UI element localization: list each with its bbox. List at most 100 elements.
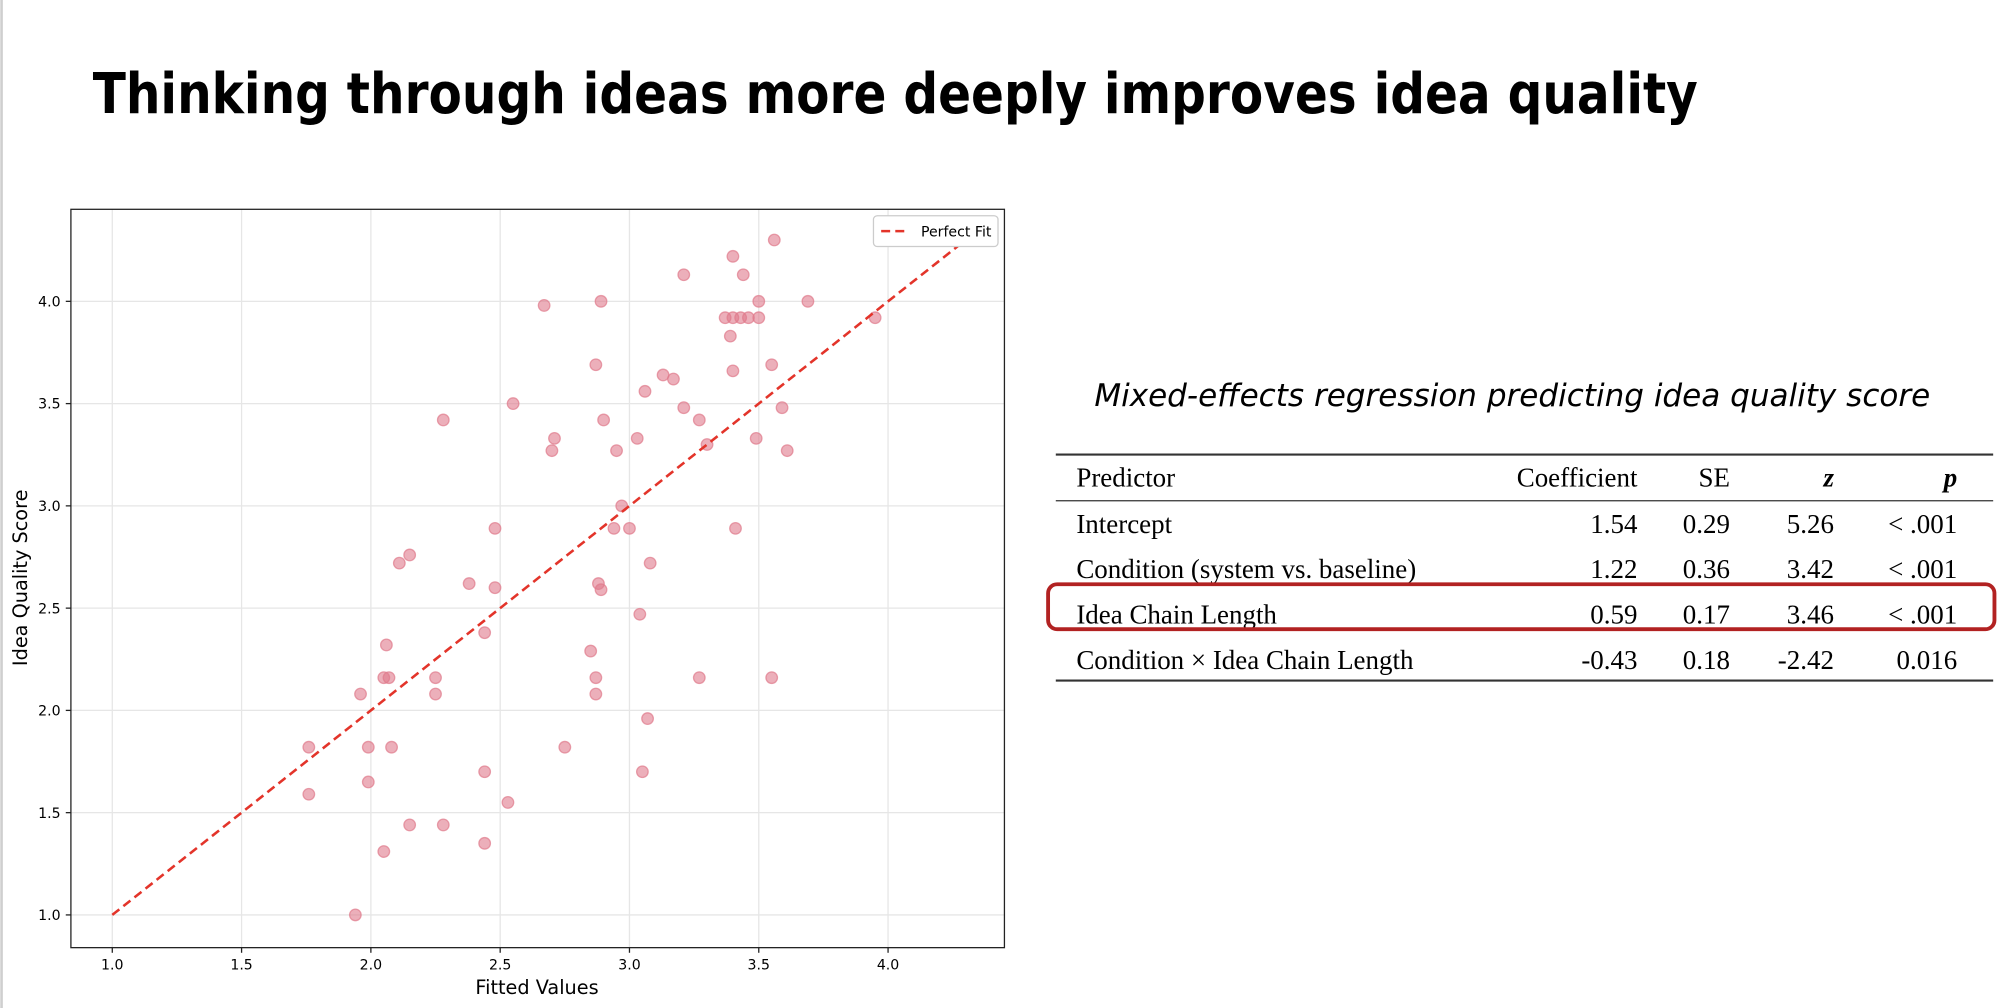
- table-cell: 0.59: [1590, 600, 1637, 630]
- scatter-point: [385, 740, 398, 754]
- scatter-point: [767, 233, 781, 247]
- scatter-point: [302, 740, 316, 754]
- scatter-point: [775, 401, 789, 415]
- scatter-point: [429, 671, 442, 685]
- x-tick-label: 3.0: [618, 957, 640, 973]
- scatter-point: [726, 249, 740, 263]
- scatter-point: [801, 294, 815, 308]
- scatter-point: [488, 521, 502, 535]
- scatter-point: [677, 268, 691, 282]
- scatter-point: [752, 294, 766, 308]
- row-highlight: [1046, 582, 1997, 632]
- x-axis-label: Fitted Values: [475, 976, 598, 999]
- table-header-cell: z: [1822, 463, 1834, 493]
- scatter-point: [506, 397, 520, 411]
- scatter-point: [348, 908, 362, 922]
- table-header-cell: Predictor: [1076, 463, 1175, 493]
- legend-box: [872, 215, 999, 248]
- y-tick-label: 1.5: [38, 806, 60, 822]
- table-cell: < .001: [1888, 509, 1957, 539]
- table: Predictor Coefficient SE z p Intercept 1.54 0.2…: [1055, 453, 1994, 682]
- table-cell: 0.016: [1897, 645, 1958, 675]
- scatter-point: [723, 329, 737, 343]
- table-header-cell: Coefficient: [1517, 463, 1638, 493]
- scatter-point: [436, 818, 450, 832]
- slide-title: Thinking through ideas more deeply impro…: [93, 62, 1698, 127]
- x-tick-label: 1.0: [101, 957, 123, 973]
- scatter-point: [403, 548, 417, 562]
- y-tick-label: 2.0: [38, 704, 60, 720]
- table-cell: 5.26: [1787, 509, 1834, 539]
- y-tick-label: 2.5: [38, 601, 60, 617]
- y-tick-label: 3.5: [38, 397, 60, 413]
- scatter-point: [667, 372, 680, 386]
- scatter-point: [677, 401, 691, 415]
- legend-label: Perfect Fit: [921, 224, 992, 240]
- scatter-point: [749, 431, 763, 445]
- scatter-point: [623, 521, 636, 535]
- scatter-point: [692, 413, 706, 427]
- scatter-point: [589, 358, 603, 372]
- chart: 1.0 1.5 2.0 2.5 3.0 3.5 4.0 1.0 1.5 2.0 2.5 3.0 3.5 4…: [38, 209, 1005, 973]
- scatter-point: [597, 413, 611, 427]
- scatter-point: [630, 431, 644, 445]
- scatter-point: [635, 765, 649, 779]
- scatter-point: [302, 787, 316, 801]
- scatter-point: [752, 311, 766, 325]
- scatter-point: [607, 521, 621, 535]
- table-cell: -0.43: [1581, 645, 1637, 675]
- table-cell: Intercept: [1076, 509, 1172, 539]
- scatter-point: [765, 358, 779, 372]
- scatter-point: [558, 740, 572, 754]
- scatter-point: [392, 556, 406, 570]
- x-tick-label: 2.5: [489, 957, 511, 973]
- table-cell: Condition (system vs. baseline): [1076, 554, 1416, 584]
- scatter-point: [692, 671, 706, 685]
- scatter-point: [379, 638, 393, 652]
- scatter-point: [594, 294, 608, 308]
- x-tick-label: 4.0: [877, 957, 899, 973]
- scatter-point: [478, 626, 492, 640]
- scatter-point: [643, 556, 657, 570]
- scatter-point: [610, 444, 623, 458]
- scatter-point: [354, 687, 367, 701]
- plot-frame: [70, 208, 1006, 949]
- table-cell: 1.22: [1590, 554, 1637, 584]
- scatter-point: [726, 364, 740, 378]
- scatter-point: [736, 268, 750, 282]
- table-cell: 0.18: [1683, 645, 1730, 675]
- x-tick-label: 3.5: [748, 957, 770, 973]
- table-cell: 0.17: [1683, 600, 1730, 630]
- table-cell: < .001: [1888, 554, 1957, 584]
- table-cell: -2.42: [1778, 645, 1834, 675]
- table-cell: Condition × Idea Chain Length: [1076, 645, 1414, 675]
- table-header-cell: SE: [1698, 463, 1729, 493]
- scatter-point: [633, 607, 647, 621]
- scatter-point: [361, 740, 375, 754]
- x-tick-label: 1.5: [230, 957, 252, 973]
- scatter-point: [382, 671, 396, 685]
- scatter-point: [584, 644, 598, 658]
- x-tick-label: 2.0: [360, 957, 382, 973]
- scatter-point: [377, 845, 391, 858]
- table-cell: Idea Chain Length: [1076, 600, 1277, 630]
- scatter-point: [361, 775, 375, 789]
- scatter-point: [594, 583, 608, 597]
- scatter-point: [548, 431, 561, 445]
- scatter-point: [765, 671, 779, 685]
- scatter-point: [589, 671, 603, 685]
- scatter-point: [478, 765, 492, 779]
- table-header-cell: p: [1942, 463, 1957, 493]
- table-cell: 1.54: [1590, 509, 1638, 539]
- scatter-point: [545, 444, 559, 458]
- table-cell: 0.29: [1683, 509, 1730, 539]
- table-cell: 3.46: [1787, 600, 1834, 630]
- scatter-point: [403, 818, 417, 832]
- scatter-point: [488, 581, 502, 595]
- table-cell: 3.42: [1787, 554, 1834, 584]
- scatter-point: [462, 577, 476, 591]
- table-caption: Mixed-effects regression predicting idea…: [1094, 378, 1930, 414]
- y-tick-label: 4.0: [38, 294, 60, 310]
- reference-line: [111, 238, 967, 916]
